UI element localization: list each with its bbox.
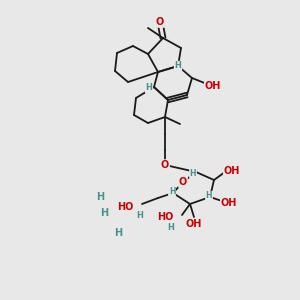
Text: OH: OH xyxy=(221,198,237,208)
Text: HO: HO xyxy=(158,212,174,222)
Text: HO: HO xyxy=(117,202,133,212)
Text: OH: OH xyxy=(224,166,240,176)
Text: H: H xyxy=(206,191,212,200)
Text: O: O xyxy=(156,17,164,27)
Text: O: O xyxy=(161,160,169,170)
Text: H: H xyxy=(146,83,152,92)
Text: H: H xyxy=(175,61,182,70)
Text: H: H xyxy=(96,192,104,202)
Text: OH: OH xyxy=(186,219,202,229)
Text: H: H xyxy=(168,224,174,232)
Text: H: H xyxy=(100,208,108,218)
Text: H: H xyxy=(136,211,143,220)
Text: H: H xyxy=(169,188,175,196)
Text: H: H xyxy=(114,228,122,238)
Text: O: O xyxy=(179,177,187,187)
Text: H: H xyxy=(190,169,196,178)
Text: OH: OH xyxy=(205,81,221,91)
